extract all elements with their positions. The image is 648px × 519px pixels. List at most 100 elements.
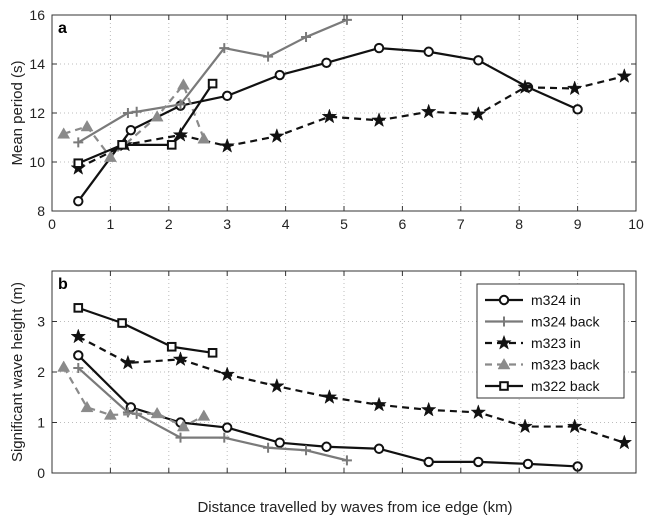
data-point-m323-in-11 bbox=[616, 67, 633, 83]
data-point-m323-in-7 bbox=[420, 103, 437, 119]
x-axis-label: Distance travelled by waves from ice edg… bbox=[197, 499, 512, 516]
legend: m324 in m324 back m323 in m323 back m322 bac… bbox=[476, 283, 625, 399]
data-point-m324-back-2 bbox=[131, 106, 142, 117]
data-point-m324-in-6 bbox=[373, 42, 385, 54]
data-point-m323-in-7 bbox=[420, 401, 437, 417]
data-point-m324-back-0 bbox=[73, 362, 84, 373]
data-point-m324-back-1 bbox=[122, 108, 133, 118]
y-tick-label-2: 2 bbox=[37, 364, 45, 380]
data-point-m323-back-5 bbox=[197, 132, 211, 144]
series-m323-in bbox=[70, 328, 633, 450]
legend-item-m322-back: m322 back bbox=[485, 378, 600, 394]
data-point-m324-back-3 bbox=[175, 99, 186, 110]
y-tick-label-3: 3 bbox=[37, 314, 45, 330]
series-m322-back bbox=[73, 78, 218, 169]
data-point-m323-back-2 bbox=[103, 408, 117, 420]
data-point-m323-back-5 bbox=[197, 409, 211, 421]
data-point-m323-in-4 bbox=[268, 377, 285, 393]
x-tick-label-6: 6 bbox=[399, 216, 407, 232]
data-point-m324-in-3 bbox=[222, 90, 233, 102]
y-tick-label-2: 12 bbox=[29, 105, 45, 121]
legend-item-m323-in: m323 in bbox=[485, 334, 581, 351]
data-point-m323-in-10 bbox=[566, 418, 583, 434]
data-point-m324-back-0 bbox=[73, 137, 84, 148]
data-point-m322-back-3 bbox=[207, 348, 218, 358]
data-point-m324-back-7 bbox=[341, 455, 352, 466]
series-line-m323-back bbox=[62, 366, 205, 428]
data-point-m322-back-1 bbox=[117, 318, 127, 328]
y-tick-label-4: 16 bbox=[29, 7, 45, 23]
x-tick-label-9: 9 bbox=[574, 216, 582, 232]
data-point-m323-back-3 bbox=[150, 406, 164, 419]
data-point-m324-in-6 bbox=[373, 443, 385, 454]
legend-label-m323-back: m323 back bbox=[531, 357, 600, 373]
data-point-m324-in-10 bbox=[572, 104, 583, 115]
panel-label: b bbox=[58, 276, 68, 293]
data-point-m324-back-5 bbox=[263, 442, 274, 453]
x-tick-label-7: 7 bbox=[457, 216, 465, 232]
data-point-m323-in-2 bbox=[172, 351, 189, 367]
data-point-m323-in-3 bbox=[219, 366, 236, 382]
data-point-m324-back-1 bbox=[122, 407, 133, 418]
legend-marker-m323-in bbox=[496, 334, 512, 350]
data-point-m323-in-8 bbox=[470, 404, 487, 420]
data-point-m324-in-4 bbox=[274, 69, 285, 81]
data-point-m323-in-5 bbox=[321, 108, 338, 124]
data-point-m324-in-1 bbox=[125, 124, 137, 136]
data-point-m323-in-10 bbox=[566, 80, 583, 96]
data-point-m324-in-3 bbox=[222, 422, 233, 433]
data-point-m324-in-0 bbox=[73, 196, 84, 207]
legend-item-m324-back: m324 back bbox=[485, 314, 600, 330]
panel-label: a bbox=[58, 20, 67, 37]
data-point-m323-back-4 bbox=[176, 420, 190, 432]
data-point-m323-in-1 bbox=[120, 354, 136, 370]
data-point-m323-in-0 bbox=[70, 328, 87, 344]
x-tick-label-0: 0 bbox=[48, 216, 56, 232]
y-tick-label-1: 1 bbox=[37, 415, 45, 431]
data-point-m323-in-5 bbox=[321, 388, 338, 404]
legend-label-m324-in: m324 in bbox=[531, 292, 581, 308]
x-tick-label-2: 2 bbox=[165, 216, 173, 232]
data-point-m324-back-6 bbox=[301, 32, 312, 43]
series-m323-back bbox=[57, 360, 211, 432]
series-m322-back bbox=[73, 303, 218, 358]
y-tick-label-0: 8 bbox=[37, 203, 45, 219]
data-point-m324-in-8 bbox=[473, 55, 484, 66]
data-point-m323-in-9 bbox=[517, 79, 533, 94]
x-tick-label-3: 3 bbox=[223, 216, 231, 232]
y-tick-label-0: 0 bbox=[37, 465, 45, 481]
data-point-m324-in-8 bbox=[473, 456, 484, 468]
series-line-m323-in bbox=[77, 335, 625, 444]
x-tick-label-10: 10 bbox=[628, 216, 644, 232]
y-axis-label: Significant wave height (m) bbox=[9, 282, 26, 462]
legend-item-m323-back: m323 back bbox=[485, 357, 600, 373]
data-point-m324-back-4 bbox=[219, 432, 230, 443]
series-line-m322-back bbox=[77, 306, 213, 354]
data-point-m323-back-4 bbox=[176, 78, 190, 90]
series-line-m323-in bbox=[77, 75, 625, 170]
data-point-m324-in-5 bbox=[321, 441, 332, 452]
data-point-m323-in-3 bbox=[219, 137, 236, 153]
data-point-m323-in-8 bbox=[470, 105, 487, 121]
data-point-m324-back-6 bbox=[301, 445, 312, 456]
y-axis-label: Mean period (s) bbox=[9, 60, 26, 165]
data-point-m324-back-4 bbox=[219, 43, 230, 54]
data-point-m322-back-0 bbox=[73, 303, 84, 313]
data-point-m322-back-0 bbox=[73, 158, 84, 169]
data-point-m323-in-2 bbox=[172, 126, 189, 142]
data-point-m324-in-9 bbox=[522, 458, 534, 470]
legend-label-m322-back: m322 back bbox=[531, 378, 600, 394]
legend-marker-m324-back bbox=[499, 316, 509, 327]
legend-label-m323-in: m323 in bbox=[531, 335, 581, 351]
legend-marker-m324-in bbox=[498, 294, 510, 306]
data-point-m323-back-3 bbox=[150, 110, 164, 122]
x-tick-label-8: 8 bbox=[515, 216, 523, 232]
data-point-m324-back-3 bbox=[175, 432, 186, 443]
data-point-m324-in-7 bbox=[423, 456, 434, 468]
data-point-m324-in-5 bbox=[321, 57, 332, 68]
data-point-m324-in-7 bbox=[423, 46, 434, 57]
data-point-m322-back-3 bbox=[207, 78, 218, 89]
